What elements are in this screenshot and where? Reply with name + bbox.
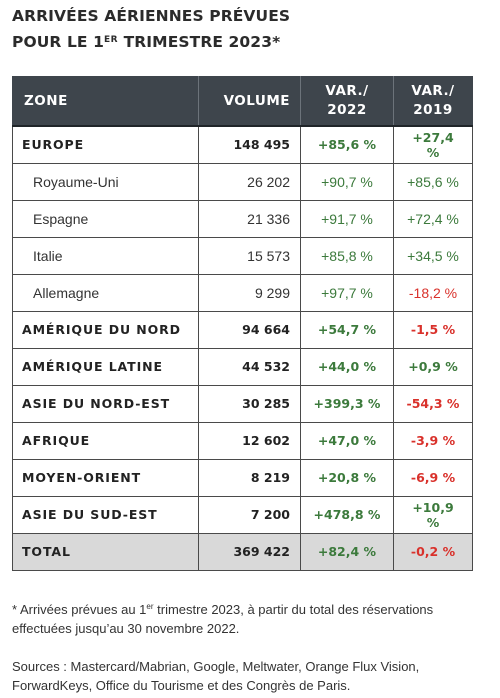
- volume-cell: 21 336: [198, 199, 301, 238]
- var-2022-cell: +54,7 %: [300, 310, 394, 349]
- table-row: EUROPE 148 495 +85,6 % +27,4 %: [12, 125, 473, 164]
- var-2019-cell: +10,9 %: [393, 495, 473, 534]
- var-2022-cell: +478,8 %: [300, 495, 394, 534]
- volume-cell: 30 285: [198, 384, 301, 423]
- zone-cell: EUROPE: [12, 125, 199, 164]
- volume-cell: 148 495: [198, 125, 301, 164]
- title-line-2-prefix: POUR LE 1: [12, 33, 105, 51]
- var-2019-cell: -3,9 %: [393, 421, 473, 460]
- zone-cell: AFRIQUE: [12, 421, 199, 460]
- table-row: ASIE DU NORD-EST 30 285 +399,3 % -54,3 %: [12, 384, 473, 423]
- zone-cell: AMÉRIQUE DU NORD: [12, 310, 199, 349]
- var-2022-cell: +85,6 %: [300, 125, 394, 164]
- header-var-2019-line2: 2019: [413, 102, 453, 118]
- zone-cell: Italie: [12, 236, 199, 275]
- volume-cell: 15 573: [198, 236, 301, 275]
- var-2019-cell: -18,2 %: [393, 273, 473, 312]
- title-line-1: ARRIVÉES AÉRIENNES PRÉVUES: [12, 7, 291, 25]
- header-volume: VOLUME: [198, 76, 301, 127]
- footnote-suffix: trimestre 2023, à partir du total des ré…: [12, 602, 434, 636]
- volume-cell: 44 532: [198, 347, 301, 386]
- var-2019-cell: -54,3 %: [393, 384, 473, 423]
- var-2022-cell: +44,0 %: [300, 347, 394, 386]
- var-2022-cell: +20,8 %: [300, 458, 394, 497]
- zone-cell: Royaume-Uni: [12, 162, 199, 201]
- header-var-2019-line1: VAR./: [411, 83, 455, 99]
- volume-cell: 7 200: [198, 495, 301, 534]
- footnote-sup: er: [146, 602, 154, 611]
- volume-cell: 12 602: [198, 421, 301, 460]
- volume-cell: 8 219: [198, 458, 301, 497]
- header-var-2022: VAR./ 2022: [300, 76, 394, 127]
- var-2022-cell: +91,7 %: [300, 199, 394, 238]
- table-row: AMÉRIQUE LATINE 44 532 +44,0 % +0,9 %: [12, 347, 473, 386]
- footnote-prefix: * Arrivées prévues au 1: [12, 602, 147, 617]
- total-row: TOTAL 369 422 +82,4 % -0,2 %: [12, 532, 473, 571]
- zone-cell: AMÉRIQUE LATINE: [12, 347, 199, 386]
- total-zone-cell: TOTAL: [12, 532, 199, 571]
- header-var-2019: VAR./ 2019: [393, 76, 473, 127]
- table-row: Italie 15 573 +85,8 % +34,5 %: [12, 236, 473, 275]
- var-2019-cell: +34,5 %: [393, 236, 473, 275]
- table-body: EUROPE 148 495 +85,6 % +27,4 % Royaume-U…: [12, 125, 473, 571]
- total-var-2022-cell: +82,4 %: [300, 532, 394, 571]
- var-2019-cell: +27,4 %: [393, 125, 473, 164]
- title-line-2-sup: ER: [104, 35, 119, 45]
- volume-cell: 26 202: [198, 162, 301, 201]
- var-2019-cell: +72,4 %: [393, 199, 473, 238]
- var-2022-cell: +97,7 %: [300, 273, 394, 312]
- table-row: AMÉRIQUE DU NORD 94 664 +54,7 % -1,5 %: [12, 310, 473, 349]
- zone-cell: ASIE DU SUD-EST: [12, 495, 199, 534]
- var-2019-cell: +85,6 %: [393, 162, 473, 201]
- var-2022-cell: +85,8 %: [300, 236, 394, 275]
- title-line-2-suffix: TRIMESTRE 2023*: [118, 33, 281, 51]
- table-row: Allemagne 9 299 +97,7 % -18,2 %: [12, 273, 473, 312]
- sources-text: Sources : Mastercard/Mabrian, Google, Me…: [12, 659, 420, 693]
- var-2019-cell: -6,9 %: [393, 458, 473, 497]
- zone-cell: Allemagne: [12, 273, 199, 312]
- table-row: Espagne 21 336 +91,7 % +72,4 %: [12, 199, 473, 238]
- footnote: * Arrivées prévues au 1er trimestre 2023…: [12, 597, 490, 638]
- table-row: ASIE DU SUD-EST 7 200 +478,8 % +10,9 %: [12, 495, 473, 534]
- var-2019-cell: -1,5 %: [393, 310, 473, 349]
- table-row: Royaume-Uni 26 202 +90,7 % +85,6 %: [12, 162, 473, 201]
- volume-cell: 94 664: [198, 310, 301, 349]
- table-row: MOYEN-ORIENT 8 219 +20,8 % -6,9 %: [12, 458, 473, 497]
- table-header-row: ZONE VOLUME VAR./ 2022 VAR./ 2019: [12, 76, 473, 127]
- header-var-2022-line2: 2022: [327, 102, 367, 118]
- title-line-2: POUR LE 1ER TRIMESTRE 2023*: [12, 28, 492, 54]
- volume-cell: 9 299: [198, 273, 301, 312]
- var-2019-cell: +0,9 %: [393, 347, 473, 386]
- var-2022-cell: +47,0 %: [300, 421, 394, 460]
- page-title: ARRIVÉES AÉRIENNES PRÉVUES POUR LE 1ER T…: [12, 4, 492, 54]
- header-zone: ZONE: [12, 76, 199, 127]
- arrivals-table: ZONE VOLUME VAR./ 2022 VAR./ 2019 EUROPE 1…: [12, 76, 473, 571]
- total-volume-cell: 369 422: [198, 532, 301, 571]
- total-var-2019-cell: -0,2 %: [393, 532, 473, 571]
- table-row: AFRIQUE 12 602 +47,0 % -3,9 %: [12, 421, 473, 460]
- var-2022-cell: +399,3 %: [300, 384, 394, 423]
- zone-cell: MOYEN-ORIENT: [12, 458, 199, 497]
- zone-cell: Espagne: [12, 199, 199, 238]
- header-var-2022-line1: VAR./: [325, 83, 369, 99]
- zone-cell: ASIE DU NORD-EST: [12, 384, 199, 423]
- var-2022-cell: +90,7 %: [300, 162, 394, 201]
